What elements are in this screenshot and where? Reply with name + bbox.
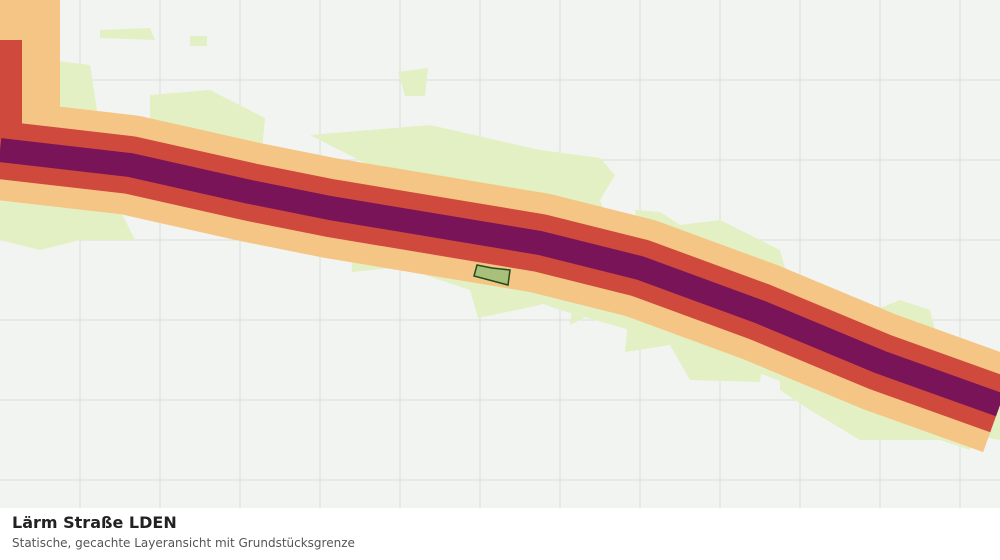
parcel-boundary <box>473 264 511 286</box>
map-canvas <box>0 0 1000 508</box>
noise-zone-very-high <box>0 138 1000 417</box>
noise-bands <box>0 0 1000 453</box>
map-title: Lärm Straße LDEN <box>12 513 177 532</box>
map-subtitle: Statische, gecachte Layeransicht mit Gru… <box>12 536 355 550</box>
